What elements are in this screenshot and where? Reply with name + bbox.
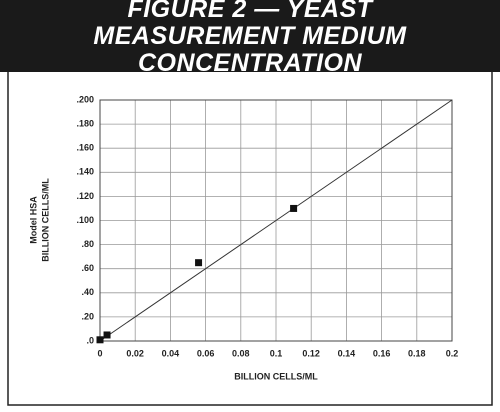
y-tick-label: .0 [86, 335, 94, 345]
point [103, 331, 111, 339]
point [96, 336, 104, 344]
y-tick-label: .140 [76, 167, 94, 177]
y-axis-label: Model HSA [28, 196, 38, 244]
x-tick-label: 0.18 [408, 348, 426, 358]
chart-title: FIGURE 2 — YEAST MEASUREMENT MEDIUM CONC… [93, 0, 407, 77]
x-tick-label: 0.1 [270, 348, 283, 358]
x-tick-label: 0.16 [373, 348, 391, 358]
x-tick-label: 0.02 [126, 348, 144, 358]
y-tick-label: .180 [76, 118, 94, 128]
y-tick-label: .80 [81, 239, 94, 249]
y-tick-label: .40 [81, 287, 94, 297]
point [195, 259, 203, 267]
x-tick-label: 0.08 [232, 348, 250, 358]
x-tick-label: 0.14 [338, 348, 356, 358]
y-tick-label: .200 [76, 94, 94, 104]
x-tick-label: 0 [97, 348, 102, 358]
point [290, 204, 298, 212]
x-axis-label: BILLION CELLS/ML [234, 371, 318, 381]
y-tick-label: .20 [81, 311, 94, 321]
x-tick-label: 0.12 [302, 348, 320, 358]
y-axis-label: BILLION CELLS/ML [40, 178, 50, 262]
x-tick-label: 0.2 [446, 348, 459, 358]
x-tick-label: 0.04 [162, 348, 180, 358]
reference-line [99, 99, 453, 342]
header: FIGURE 2 — YEAST MEASUREMENT MEDIUM CONC… [0, 0, 500, 76]
y-tick-label: .60 [81, 263, 94, 273]
y-tick-label: .120 [76, 191, 94, 201]
x-tick-label: 0.06 [197, 348, 215, 358]
y-tick-label: .160 [76, 143, 94, 153]
y-tick-label: .100 [76, 215, 94, 225]
plot-border [99, 99, 453, 342]
